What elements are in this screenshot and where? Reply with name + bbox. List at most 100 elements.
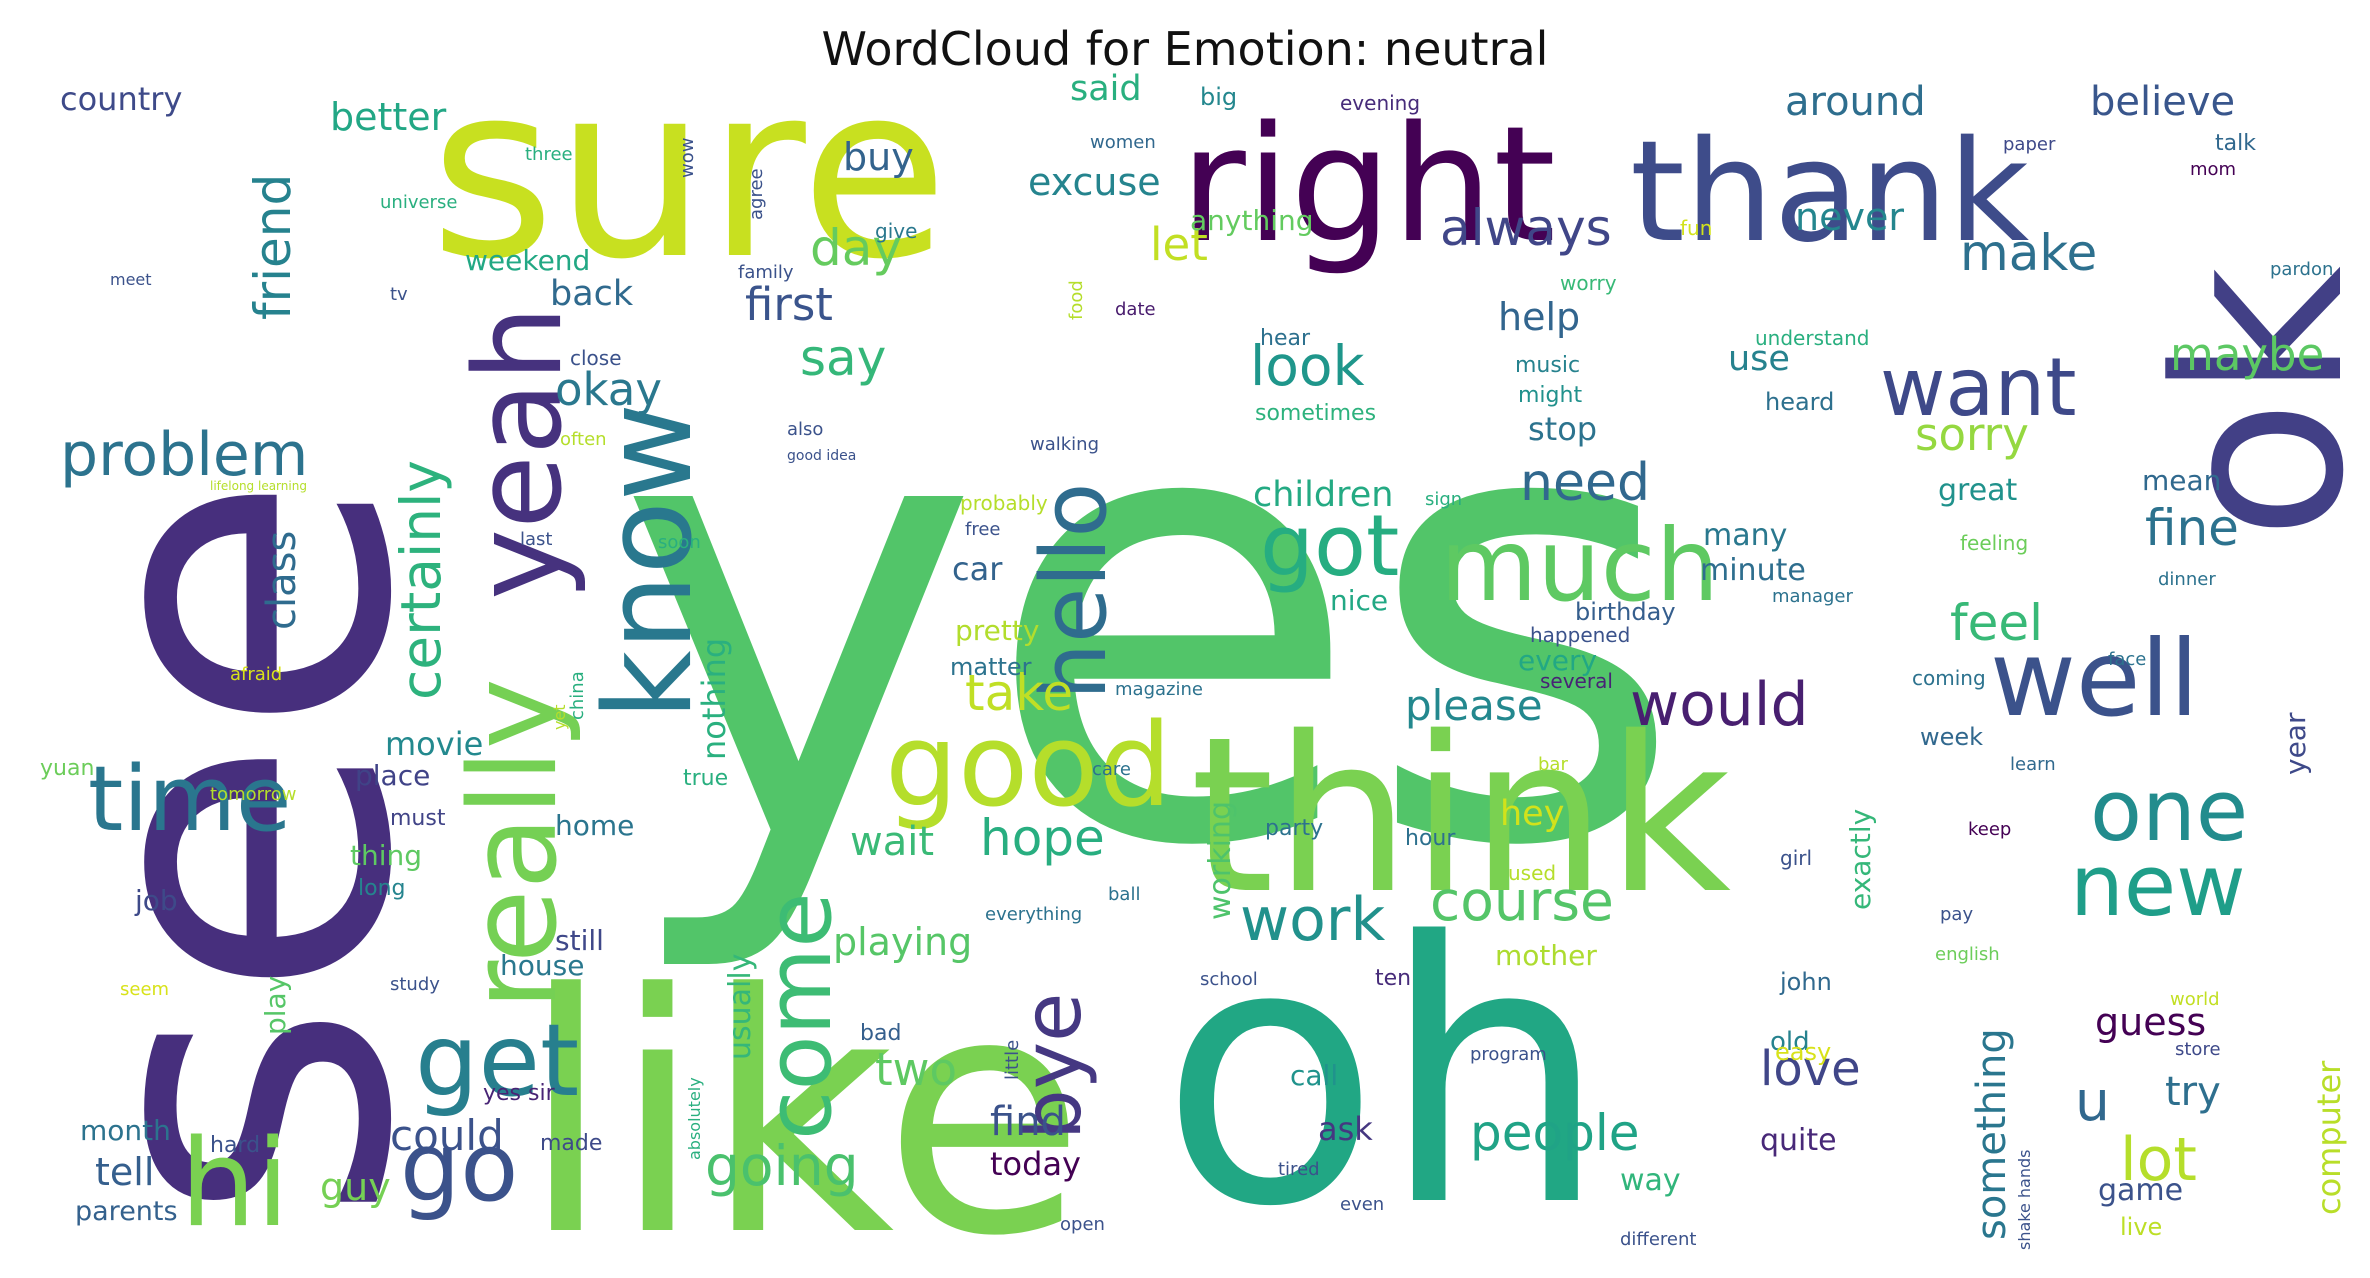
word-care: care (1092, 759, 1131, 780)
word-learn: learn (2010, 754, 2056, 775)
word-said: said (1070, 69, 1142, 109)
word-guy: guy (320, 1165, 391, 1209)
word-place: place (355, 759, 430, 792)
word-open: open (1060, 1214, 1105, 1235)
word-long: long (358, 876, 405, 901)
word-everything: everything (985, 904, 1082, 925)
word-sure: sure (430, 32, 948, 312)
word-mom: mom (2190, 159, 2236, 180)
word-shake-hands: shake hands (2015, 1150, 2034, 1250)
word-good: good (885, 699, 1172, 833)
word-every: every (1518, 644, 1597, 677)
word-better: better (330, 95, 447, 139)
word-party: party (1265, 816, 1323, 841)
word-need: need (1520, 453, 1650, 513)
word-playing: playing (833, 920, 972, 964)
word-friend: friend (244, 174, 302, 320)
word-try: try (2165, 1069, 2221, 1115)
word-music: music (1515, 353, 1580, 378)
word-easy: easy (1775, 1038, 1831, 1066)
word-parents: parents (75, 1196, 178, 1227)
word-working: working (1203, 801, 1238, 920)
word-matter: matter (950, 653, 1032, 681)
word-made: made (540, 1131, 602, 1156)
word-like: like (520, 924, 1086, 1278)
word-back: back (550, 274, 634, 314)
word-school: school (1200, 969, 1258, 990)
word-many: many (1703, 518, 1787, 553)
word-get: get (415, 1002, 579, 1119)
word-tired: tired (1278, 1159, 1320, 1180)
word-think: think (1190, 690, 1731, 941)
word-seem: seem (120, 979, 169, 1000)
word-china: china (567, 671, 588, 720)
word-wait: wait (850, 819, 934, 865)
word-look: look (1250, 334, 1365, 398)
word-usually: usually (723, 954, 758, 1060)
word-going: going (705, 1134, 859, 1198)
word-class: class (259, 531, 305, 630)
word-food: food (1066, 280, 1087, 320)
word-house: house (500, 949, 584, 982)
word-keep: keep (1968, 819, 2011, 840)
word-know: know (580, 403, 719, 720)
word-worry: worry (1560, 271, 1617, 295)
word-understand: understand (1755, 326, 1869, 350)
word-nice: nice (1330, 584, 1388, 617)
word-coming: coming (1912, 666, 1986, 690)
word-problem: problem (60, 420, 308, 490)
word-great: great (1938, 473, 2018, 508)
word-see: see (0, 472, 487, 1225)
word-game: game (2098, 1173, 2183, 1208)
word-job: job (134, 884, 178, 917)
word-say: say (800, 329, 886, 387)
word-mean: mean (2142, 464, 2221, 497)
word-hour: hour (1405, 826, 1456, 851)
word-absolutely: absolutely (685, 1077, 704, 1160)
word-play: play (259, 976, 292, 1035)
word-feeling: feeling (1960, 531, 2028, 555)
word-heard: heard (1765, 388, 1834, 416)
word-women: women (1090, 132, 1156, 153)
word-magazine: magazine (1115, 679, 1203, 700)
word-u: u (2075, 1069, 2110, 1133)
word-take: take (965, 664, 1073, 722)
word-one: one (2090, 762, 2248, 861)
word-close: close (570, 346, 622, 370)
word-manager: manager (1772, 586, 1854, 607)
word-yes: yes (615, 261, 1686, 982)
word-paper: paper (2003, 134, 2056, 155)
word-love: love (1760, 1041, 1861, 1097)
word-oh: oh (1160, 866, 1608, 1278)
word-date: date (1115, 299, 1156, 320)
word-minute: minute (1700, 553, 1806, 588)
word-hope: hope (980, 809, 1105, 867)
word-hello: hello (1022, 483, 1127, 701)
word-sometimes: sometimes (1255, 401, 1376, 426)
word-last: last (520, 529, 552, 550)
word-thank: thank (1630, 111, 2029, 274)
word-find: find (990, 1099, 1066, 1145)
word-want: want (1880, 341, 2077, 434)
word-quite: quite (1760, 1123, 1837, 1158)
word-time: time (88, 747, 291, 852)
word-good-idea: good idea (787, 448, 856, 464)
word-believe: believe (2090, 79, 2235, 125)
word-world: world (2170, 989, 2220, 1010)
word-hi: hi (180, 1115, 289, 1254)
word-really: really (445, 678, 584, 1010)
word-agree: agree (746, 168, 767, 220)
word-first: first (745, 278, 833, 331)
word-yet: yet (550, 704, 569, 730)
word-stop: stop (1528, 410, 1597, 448)
word-well: well (1990, 618, 2199, 740)
word-use: use (1728, 339, 1790, 379)
word-let: let (1150, 218, 1208, 271)
word-help: help (1498, 295, 1580, 339)
word-program: program (1470, 1044, 1547, 1065)
word-different: different (1620, 1229, 1696, 1250)
word-certainly: certainly (389, 460, 453, 700)
word-true: true (683, 766, 728, 791)
word-please: please (1405, 681, 1543, 730)
word-around: around (1785, 79, 1926, 125)
